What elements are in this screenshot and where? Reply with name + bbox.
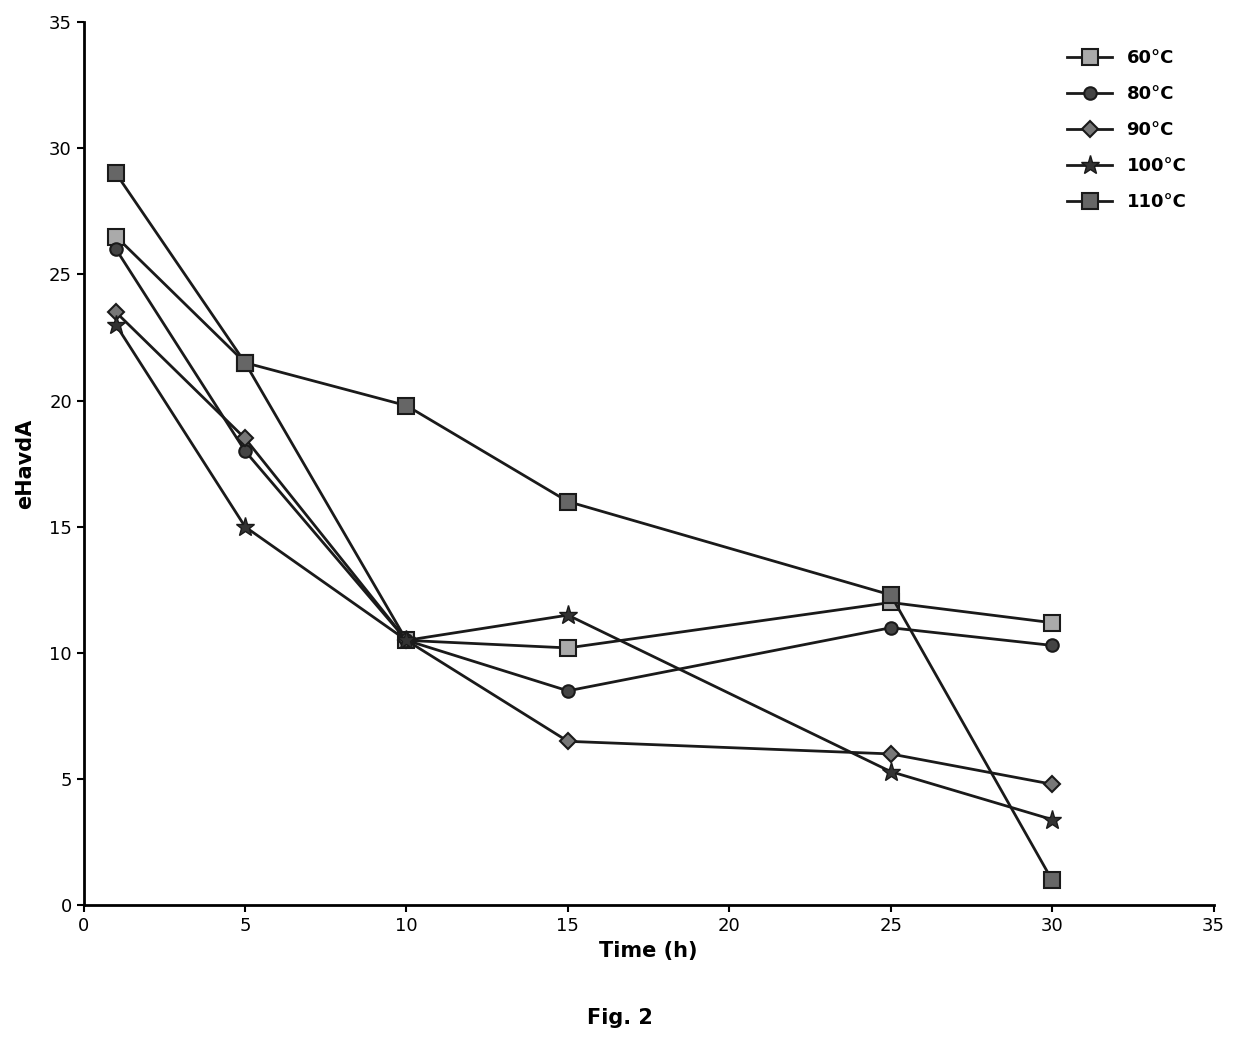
110°C [238, 356, 253, 368]
100°C [399, 634, 414, 647]
80°C [883, 622, 898, 634]
100°C [883, 765, 898, 777]
Line: 60°C: 60°C [108, 229, 1060, 656]
X-axis label: Time (h): Time (h) [599, 940, 698, 961]
90°C [399, 634, 414, 647]
60°C [399, 634, 414, 647]
110°C [560, 495, 575, 508]
80°C [238, 445, 253, 458]
110°C [399, 400, 414, 412]
110°C [1044, 874, 1059, 886]
Y-axis label: eHavdA: eHavdA [15, 418, 35, 509]
Line: 90°C: 90°C [110, 306, 1058, 790]
100°C [1044, 814, 1059, 826]
90°C [238, 432, 253, 444]
90°C [1044, 778, 1059, 791]
110°C [109, 167, 124, 180]
90°C [560, 735, 575, 747]
Text: Fig. 2: Fig. 2 [587, 1008, 653, 1028]
80°C [1044, 639, 1059, 652]
90°C [883, 747, 898, 760]
Legend: 60°C, 80°C, 90°C, 100°C, 110°C: 60°C, 80°C, 90°C, 100°C, 110°C [1049, 31, 1204, 229]
60°C [238, 356, 253, 368]
80°C [109, 243, 124, 255]
100°C [560, 609, 575, 622]
60°C [1044, 617, 1059, 629]
Line: 80°C: 80°C [109, 243, 1059, 698]
90°C [109, 306, 124, 319]
80°C [560, 685, 575, 698]
110°C [883, 589, 898, 601]
Line: 110°C: 110°C [108, 165, 1060, 889]
60°C [109, 230, 124, 243]
100°C [109, 319, 124, 331]
60°C [883, 596, 898, 608]
60°C [560, 641, 575, 654]
80°C [399, 634, 414, 647]
100°C [238, 520, 253, 532]
Line: 100°C: 100°C [107, 316, 1061, 829]
